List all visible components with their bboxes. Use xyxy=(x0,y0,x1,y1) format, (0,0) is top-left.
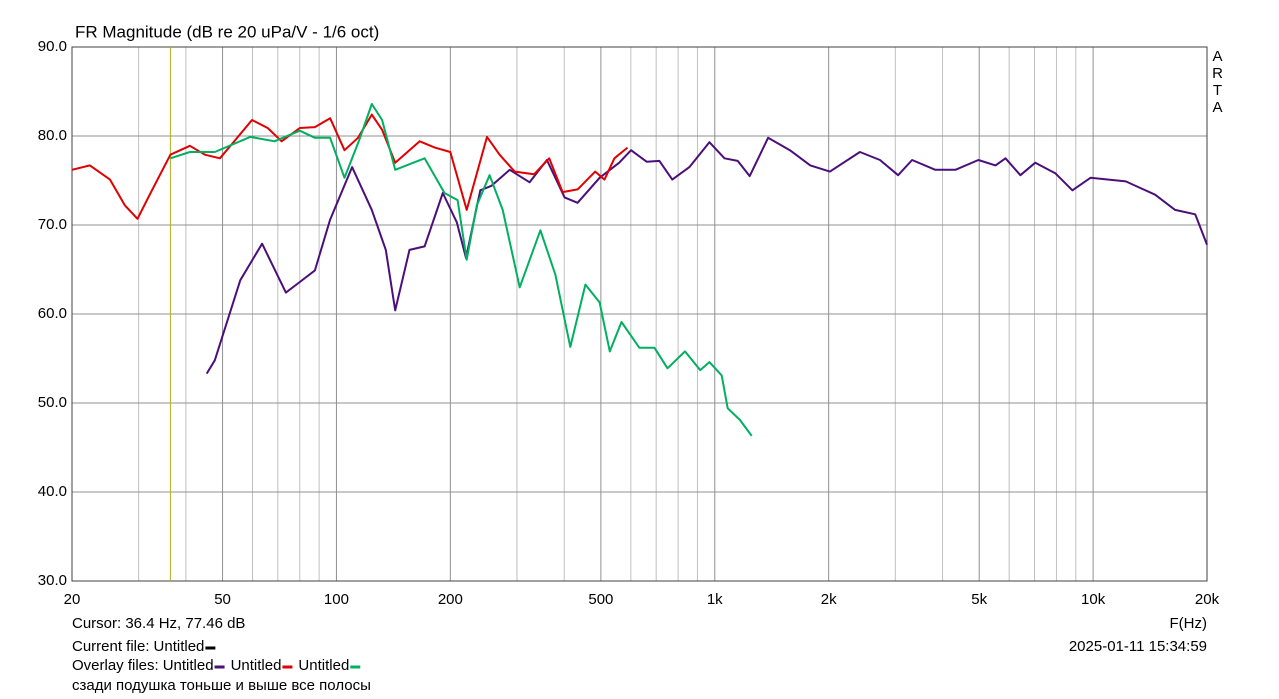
current-file-name: Untitled xyxy=(154,638,205,655)
current-file-label: Current file: xyxy=(72,638,150,655)
y-tick-label: 30.0 xyxy=(38,572,67,589)
x-tick-label: 5k xyxy=(971,591,987,608)
x-tick-label: 200 xyxy=(438,591,463,608)
x-tick-label: 500 xyxy=(588,591,613,608)
x-tick-label: 20k xyxy=(1195,591,1220,608)
x-tick-label: 2k xyxy=(821,591,837,608)
side-label: ARTA xyxy=(1212,48,1223,116)
series-line xyxy=(205,136,1208,375)
y-tick-label: 50.0 xyxy=(38,394,67,411)
series-line xyxy=(170,103,753,437)
legend-entry: Untitled xyxy=(163,657,214,674)
y-tick-label: 80.0 xyxy=(38,127,67,144)
cursor-readout: Cursor: 36.4 Hz, 77.46 dB xyxy=(72,615,245,632)
legend-entry: Untitled xyxy=(298,657,349,674)
x-tick-label: 1k xyxy=(707,591,723,608)
y-tick-label: 60.0 xyxy=(38,305,67,322)
chart-title: FR Magnitude (dB re 20 uPa/V - 1/6 oct) xyxy=(75,22,379,41)
x-tick-label: 50 xyxy=(214,591,231,608)
plot-border xyxy=(71,46,1208,582)
note: сзади подушка тоньше и выше все полосы xyxy=(72,677,371,694)
timestamp: 2025-01-11 15:34:59 xyxy=(1069,638,1207,655)
y-tick-label: 70.0 xyxy=(38,216,67,233)
x-tick-label: 100 xyxy=(324,591,349,608)
series-line xyxy=(71,113,629,220)
x-tick-label: 10k xyxy=(1081,591,1106,608)
legend-entry: Untitled xyxy=(231,657,282,674)
overlay-label: Overlay files: xyxy=(72,657,159,674)
x-axis-label: F(Hz) xyxy=(1170,615,1208,632)
y-tick-label: 40.0 xyxy=(38,483,67,500)
x-tick-label: 20 xyxy=(64,591,81,608)
y-tick-label: 90.0 xyxy=(38,38,67,55)
